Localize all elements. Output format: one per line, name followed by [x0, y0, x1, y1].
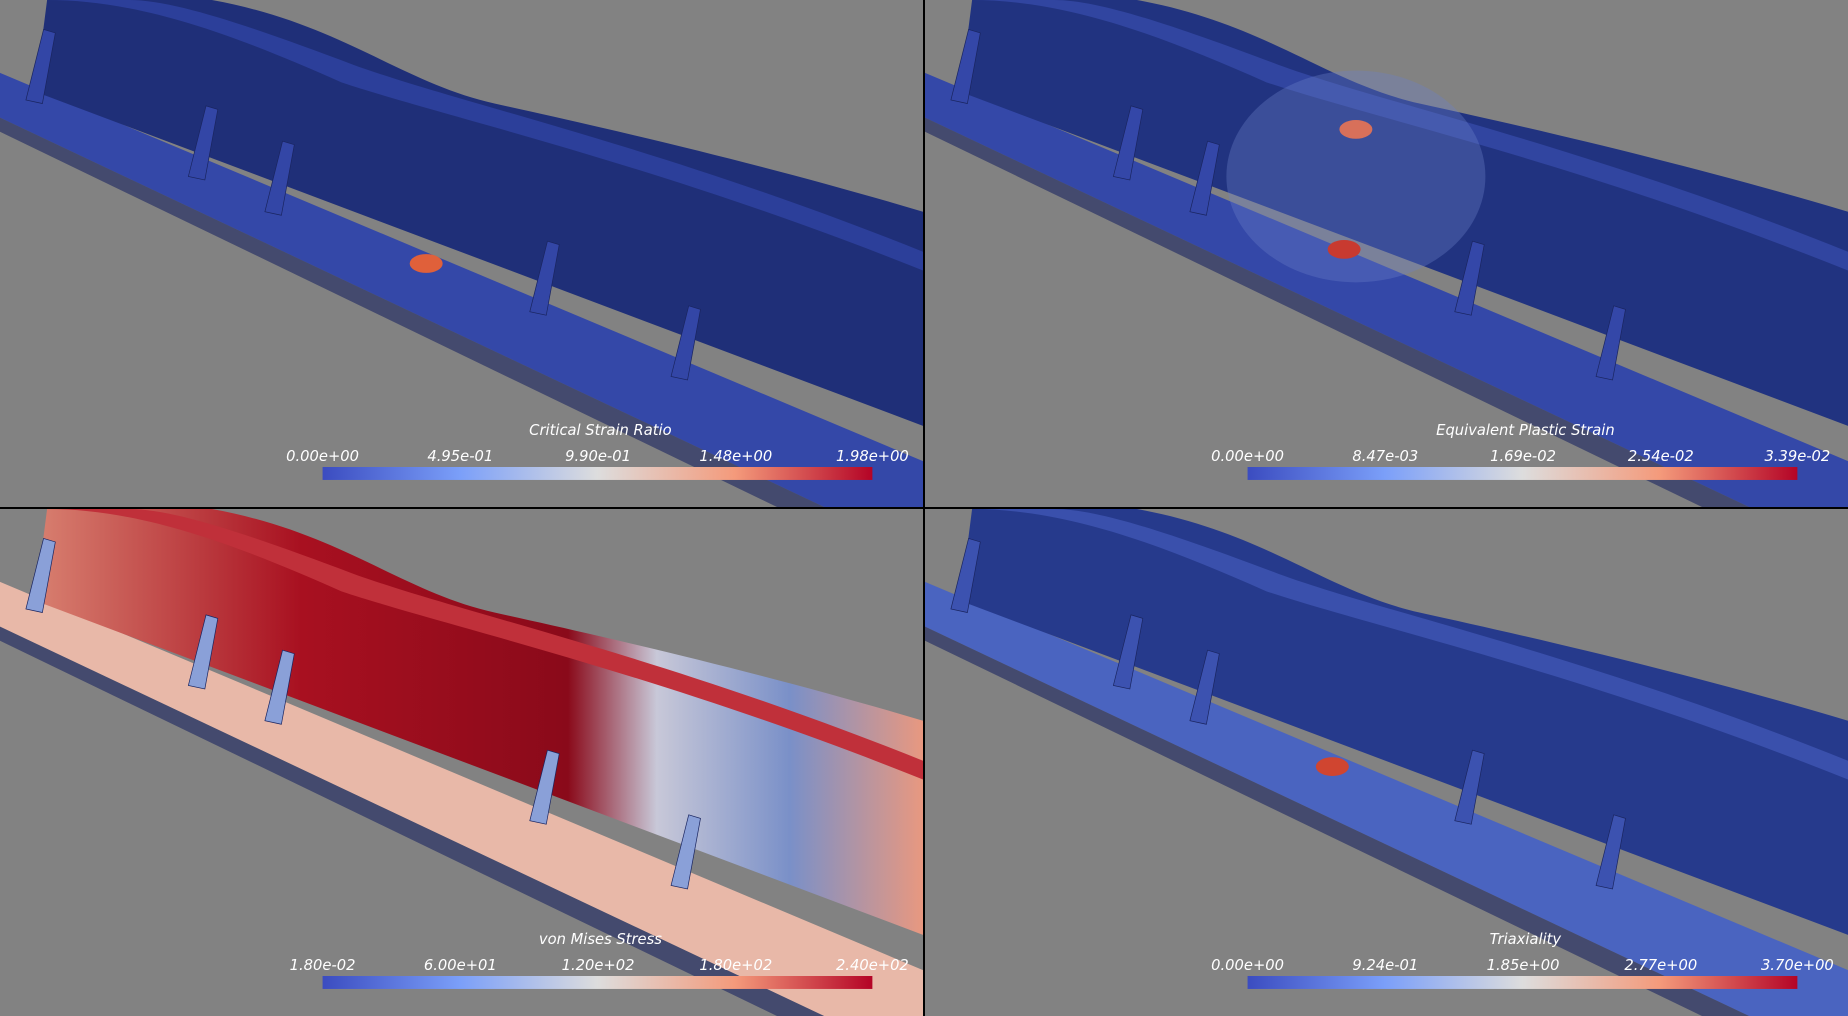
render-view[interactable]: Triaxiality 0.00e+00 9.24e-01 1.85e+00 2.77e…: [925, 509, 1848, 1016]
web: [35, 0, 923, 426]
viewport: Triaxiality 0.00e+00 9.24e-01 1.85e+00 2.77e…: [925, 509, 1848, 1016]
color-bar: [1247, 467, 1798, 480]
color-bar: [322, 467, 873, 480]
legend-tick-label: 2.54e-02: [1628, 448, 1694, 465]
render-view[interactable]: Equivalent Plastic Strain 0.00e+00 8.47e-0…: [925, 0, 1848, 507]
bottom-flange: [0, 581, 923, 1016]
legend-tick-label: 1.85e+00: [1487, 957, 1560, 974]
stiffener: [1112, 105, 1144, 181]
stiffener: [1454, 749, 1485, 825]
stiffener: [1189, 649, 1220, 725]
hotspot: [1315, 757, 1349, 777]
bottom-flange: [925, 581, 1848, 1016]
stiffener: [1454, 240, 1485, 316]
stiffener: [25, 537, 56, 613]
stiffener: [670, 305, 701, 381]
stiffener: [1595, 305, 1626, 381]
stiffener: [950, 537, 981, 613]
legend-tick-label: 0.00e+00: [286, 448, 359, 465]
hotspot: [1327, 239, 1361, 259]
bottom-flange: [925, 72, 1848, 507]
legend-title: von Mises Stress: [539, 931, 662, 948]
render-view[interactable]: von Mises Stress 1.80e-02 6.00e+01 1.20e+02…: [0, 509, 923, 1016]
legend-tick-label: 3.39e-02: [1764, 448, 1830, 465]
viewport: Equivalent Plastic Strain 0.00e+00 8.47e-0…: [925, 0, 1848, 507]
viewport: Critical Strain Ratio 0.00e+00 4.95e-01 9.9…: [0, 0, 923, 507]
web: [35, 509, 923, 935]
stiffener: [25, 28, 56, 104]
render-view[interactable]: Critical Strain Ratio 0.00e+00 4.95e-01 9.9…: [0, 0, 923, 507]
stiffener: [529, 749, 560, 825]
legend-tick-label: 1.80e-02: [290, 957, 356, 974]
legend-tick-label: 9.90e-01: [565, 448, 631, 465]
legend-tick-label: 0.00e+00: [1211, 957, 1284, 974]
hotspot: [409, 254, 443, 273]
legend-tick-label: 1.69e-02: [1490, 448, 1556, 465]
color-bar: [1247, 976, 1798, 989]
stiffener: [264, 140, 295, 216]
viewport: von Mises Stress 1.80e-02 6.00e+01 1.20e+02…: [0, 509, 923, 1016]
legend-title: Triaxiality: [1490, 931, 1562, 948]
stiffener: [264, 649, 295, 725]
stiffener: [670, 814, 701, 890]
legend-tick-label: 2.77e+00: [1624, 957, 1697, 974]
legend-tick-label: 1.20e+02: [562, 957, 635, 974]
stiffener: [1112, 614, 1144, 690]
stiffener: [187, 614, 219, 690]
hotspot: [1339, 119, 1373, 139]
strain-field: [1226, 70, 1486, 283]
legend-tick-label: 1.80e+02: [699, 957, 772, 974]
legend-tick-label: 2.40e+02: [836, 957, 909, 974]
legend-tick-label: 8.47e-03: [1352, 448, 1418, 465]
color-bar: [322, 976, 873, 989]
web: [960, 0, 1848, 426]
legend-tick-label: 9.24e-01: [1352, 957, 1418, 974]
stiffener: [1595, 814, 1626, 890]
stiffener: [950, 28, 981, 104]
bottom-flange: [0, 72, 923, 507]
stiffener: [529, 240, 560, 316]
legend-title: Critical Strain Ratio: [529, 422, 671, 439]
legend-tick-label: 4.95e-01: [427, 448, 493, 465]
legend-tick-label: 1.98e+00: [836, 448, 909, 465]
stiffener: [1189, 140, 1220, 216]
legend-tick-label: 0.00e+00: [1211, 448, 1284, 465]
web: [960, 509, 1848, 935]
legend-title: Equivalent Plastic Strain: [1436, 422, 1614, 439]
legend-tick-label: 6.00e+01: [424, 957, 497, 974]
legend-tick-label: 3.70e+00: [1761, 957, 1834, 974]
legend-tick-label: 1.48e+00: [699, 448, 772, 465]
stiffener: [187, 105, 219, 181]
